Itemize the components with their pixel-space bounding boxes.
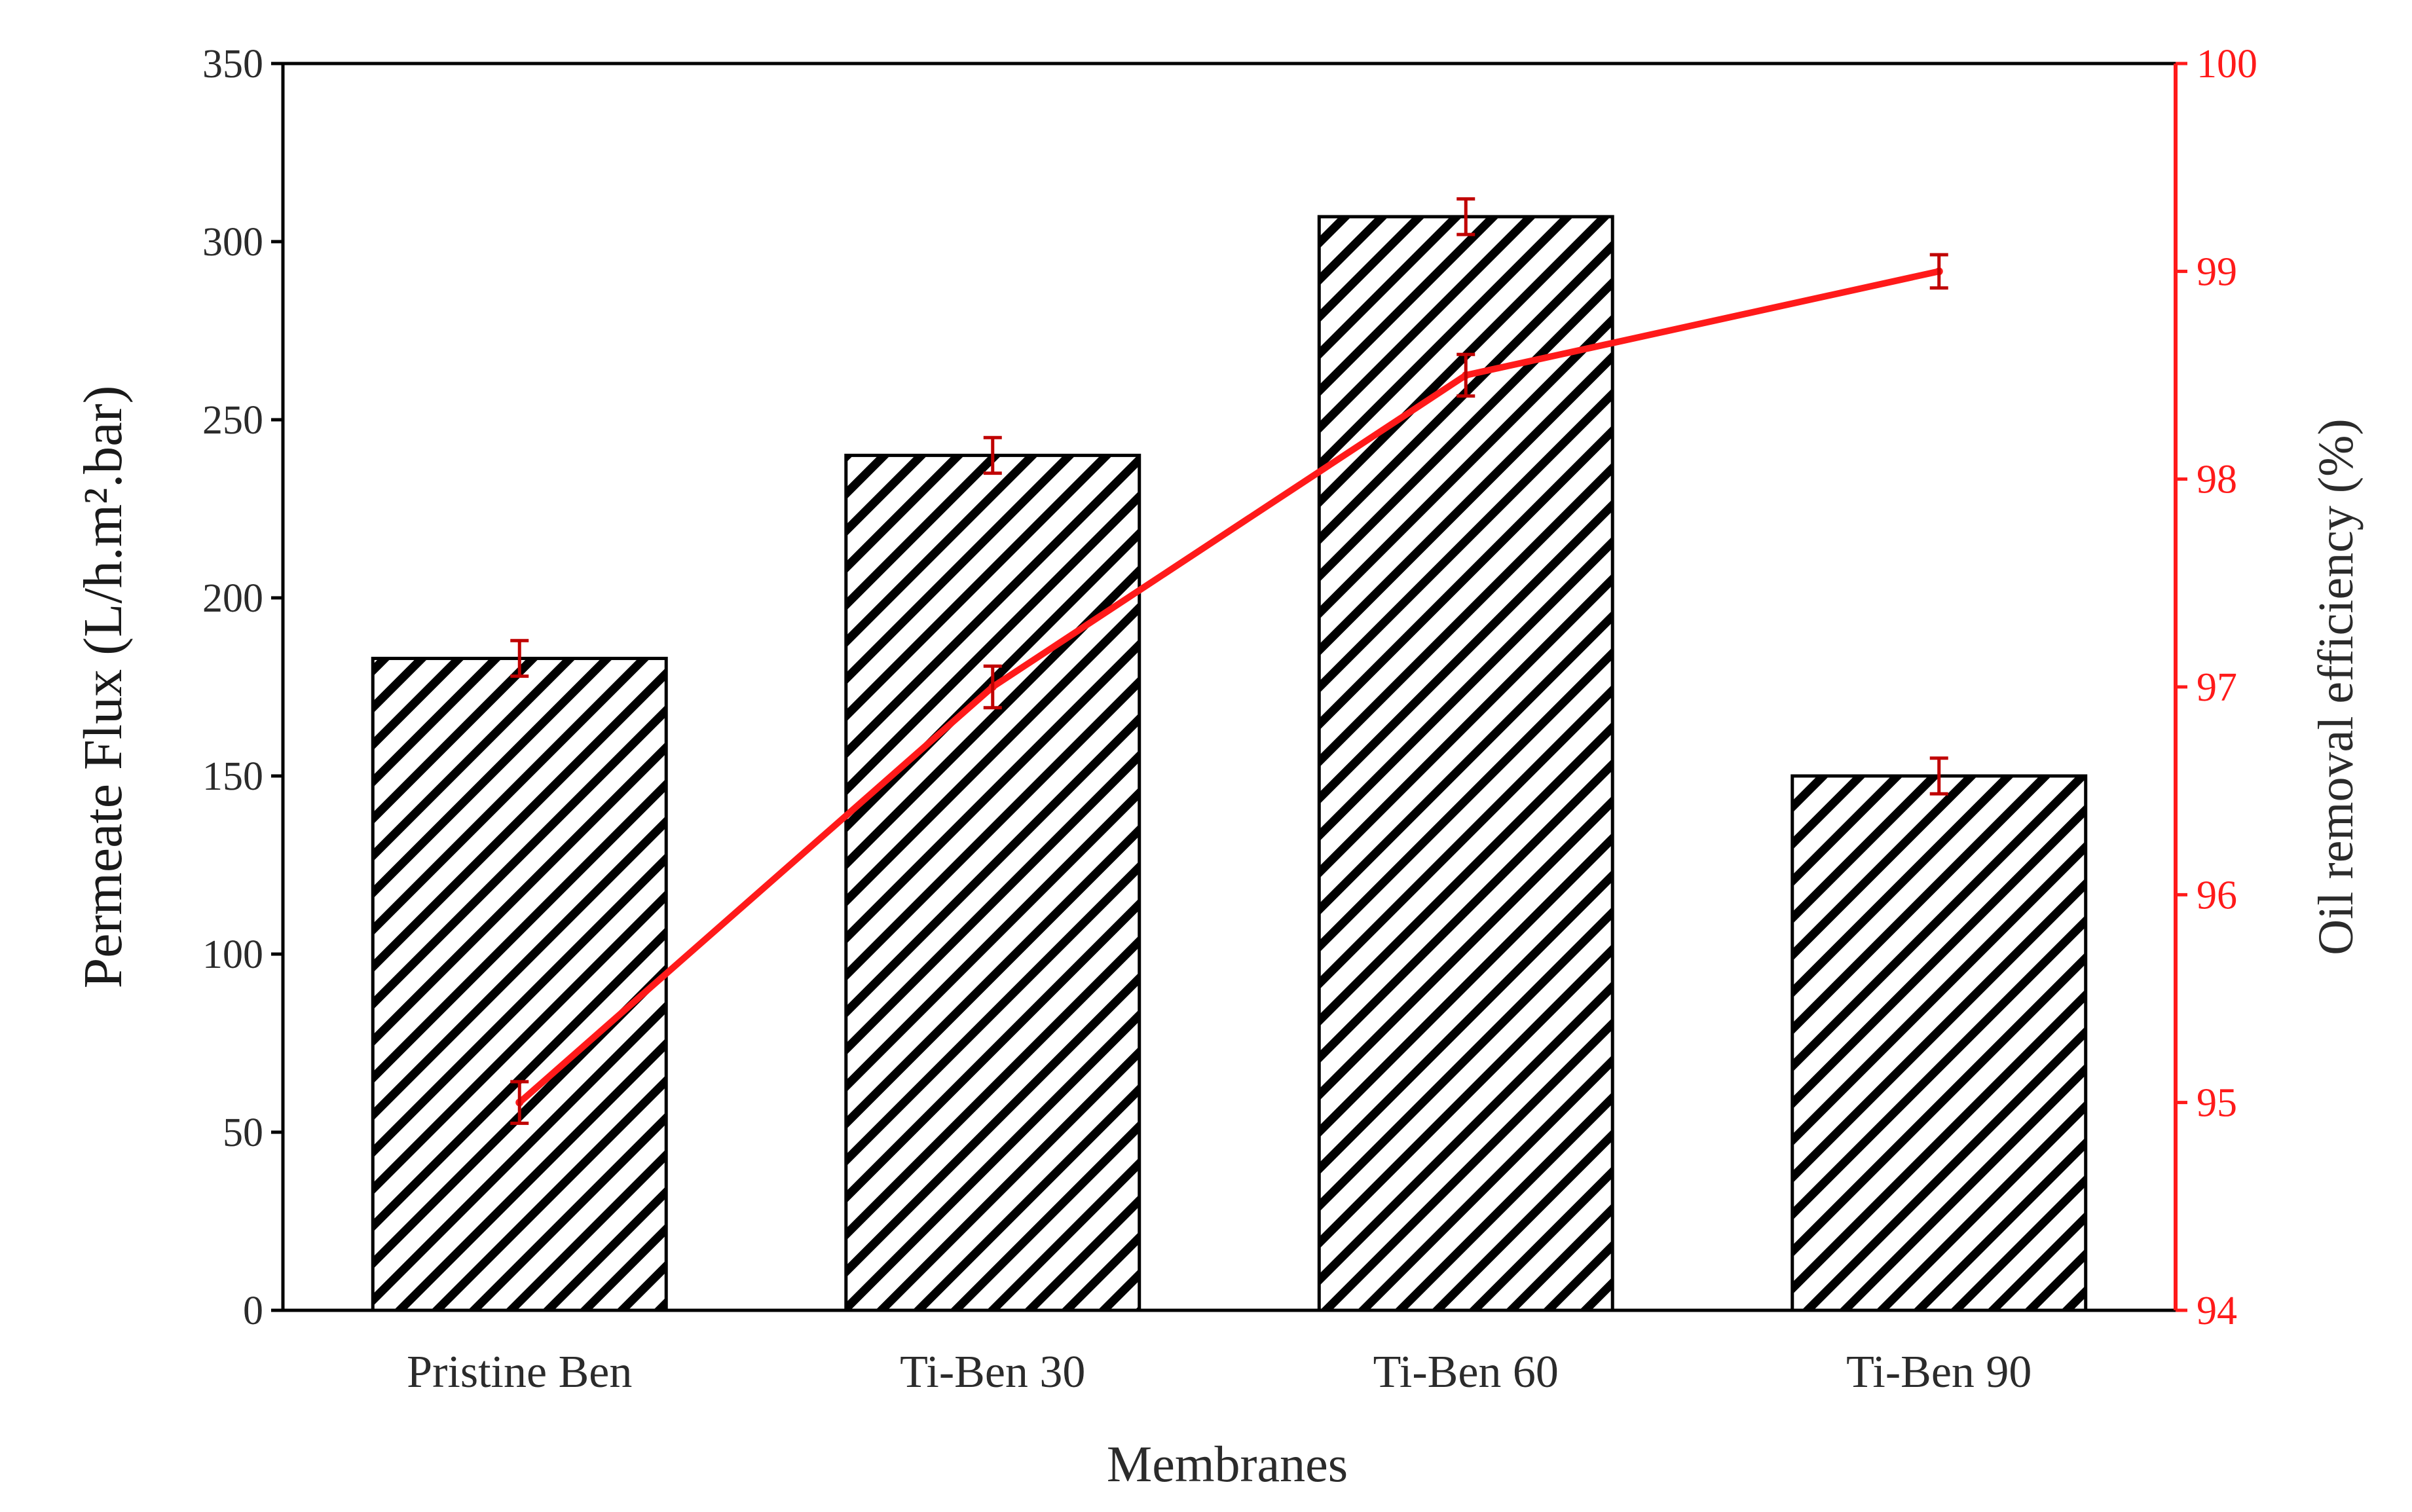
category-label-2: Ti-Ben 30 — [900, 1347, 1085, 1397]
y-axis-title: Permeate Flux (L/h.m².bar) — [73, 386, 134, 989]
bar-3 — [1317, 215, 1614, 1312]
category-label-4: Ti-Ben 90 — [1846, 1347, 2032, 1397]
bar-errorbar-2 — [983, 435, 1002, 475]
bar-2 — [844, 453, 1141, 1312]
right-tick-label-95: 95 — [2197, 1081, 2237, 1126]
x-axis-title: Membranes — [1107, 1435, 1348, 1492]
bars-layer — [371, 215, 2088, 1312]
right-tick-label-98: 98 — [2197, 458, 2237, 502]
right-tick-label-96: 96 — [2197, 873, 2237, 917]
bar-4 — [1790, 774, 2088, 1312]
left-tick-label-100: 100 — [202, 932, 263, 977]
efficiency-errorbar-4 — [1929, 253, 1948, 290]
right-tick-label-100: 100 — [2197, 42, 2257, 86]
category-label-1: Pristine Ben — [407, 1347, 632, 1397]
category-labels-layer: Pristine Ben Ti-Ben 30 Ti-Ben 60 Ti-Ben 90 — [407, 1347, 2032, 1397]
left-tick-label-350: 350 — [202, 42, 263, 86]
bar-errorbar-4 — [1929, 756, 1948, 796]
line-layer — [516, 268, 1942, 1106]
efficiency-errorbar-2 — [983, 664, 1002, 710]
right-tick-label-94: 94 — [2197, 1289, 2237, 1333]
left-tick-label-0: 0 — [243, 1289, 263, 1333]
bar-errorbars-layer — [510, 197, 1948, 796]
bar-errorbar-1 — [510, 638, 529, 678]
right-tick-label-97: 97 — [2197, 665, 2237, 710]
bar-errorbar-3 — [1456, 197, 1475, 236]
left-ticks-layer: 0 50 100 150 200 250 300 350 — [202, 42, 283, 1333]
category-label-3: Ti-Ben 60 — [1373, 1347, 1559, 1397]
y2-axis-title: Oil removal efficiency (%) — [2309, 418, 2364, 955]
right-ticks-layer: 94 95 96 97 98 99 100 — [2176, 42, 2257, 1333]
line-errorbars-layer — [510, 253, 1948, 1125]
left-tick-label-50: 50 — [223, 1111, 263, 1155]
right-tick-label-99: 99 — [2197, 249, 2237, 294]
bar-1 — [371, 656, 668, 1312]
left-tick-label-250: 250 — [202, 398, 263, 443]
efficiency-line — [516, 268, 1942, 1106]
left-tick-label-150: 150 — [202, 754, 263, 799]
efficiency-errorbar-3 — [1456, 352, 1475, 398]
left-tick-label-300: 300 — [202, 220, 263, 265]
efficiency-errorbar-1 — [510, 1080, 529, 1125]
left-tick-label-200: 200 — [202, 576, 263, 621]
